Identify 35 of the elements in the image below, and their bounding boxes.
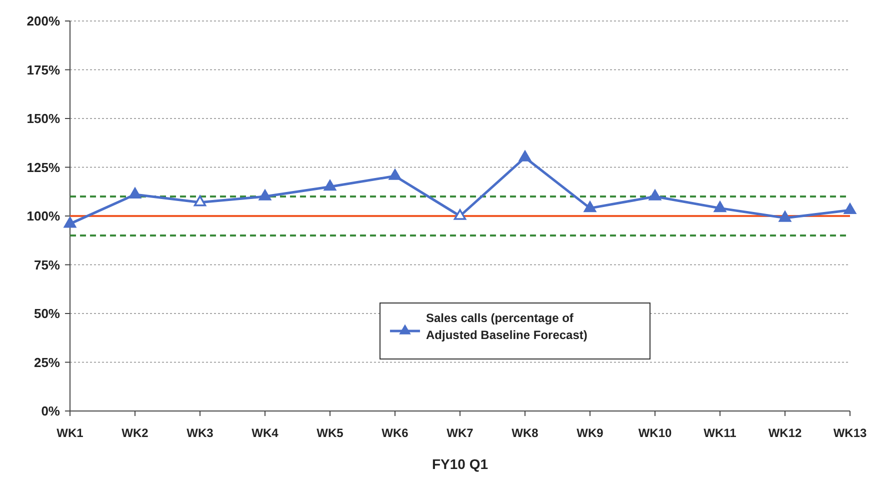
x-tick-label: WK10 (638, 426, 672, 440)
x-tick-label: WK5 (316, 426, 344, 440)
x-tick-label: WK7 (446, 426, 474, 440)
y-tick-label: 150% (26, 111, 60, 126)
x-tick-label: WK9 (576, 426, 604, 440)
y-tick-label: 0% (41, 404, 60, 419)
x-tick-label: WK11 (704, 426, 737, 440)
point (128, 187, 142, 198)
point (714, 200, 726, 212)
point (518, 150, 532, 162)
x-axis-title: FY10 Q1 (432, 456, 488, 472)
y-tick-label: 75% (34, 257, 60, 272)
y-tick-label: 125% (26, 160, 60, 175)
x-tick-label: WK13 (833, 426, 867, 440)
x-tick-label: WK12 (768, 426, 802, 440)
y-tick-label: 25% (34, 354, 60, 370)
point (64, 216, 76, 228)
x-tick-label: WK6 (382, 426, 409, 440)
point (844, 202, 856, 214)
x-tick-label: WK2 (122, 426, 149, 440)
y-tick-label: 175% (26, 62, 60, 78)
legend-label: Sales calls (percentage of Adjusted Baseline Forecast) (426, 311, 588, 342)
point (324, 179, 336, 191)
point (584, 200, 596, 212)
y-tick-label: 100% (26, 208, 60, 224)
x-tick-label: WK3 (186, 426, 214, 440)
point (258, 189, 272, 200)
y-tick-label: 200% (26, 14, 60, 29)
point (648, 189, 662, 200)
point (388, 168, 402, 180)
x-tick-label: WK1 (56, 426, 84, 440)
x-tick-label: WK8 (512, 426, 539, 440)
y-tick-label: 50% (34, 306, 60, 322)
x-tick-label: WK4 (252, 426, 279, 440)
point (778, 210, 792, 222)
